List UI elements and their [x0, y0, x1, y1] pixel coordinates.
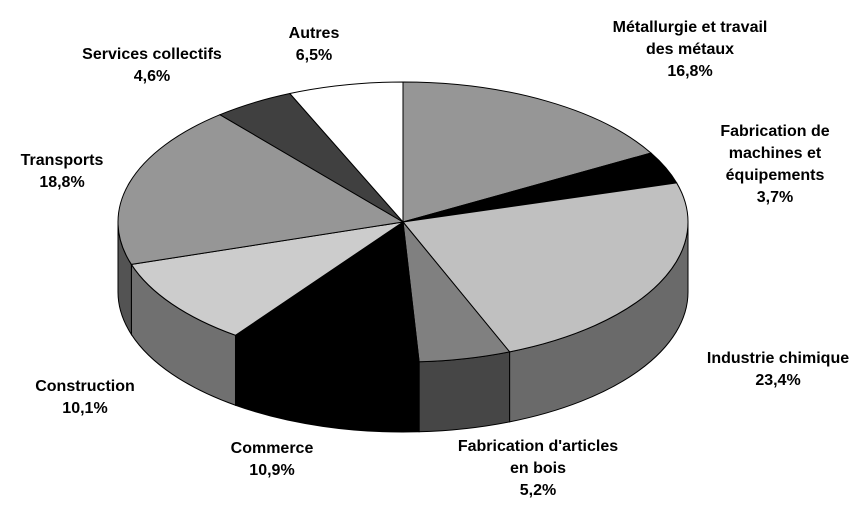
category-name: Fabrication de machines et équipements [720, 123, 830, 184]
slice-label: Autres 6,5% [289, 23, 340, 67]
slice [117, 114, 405, 265]
slice-side [418, 351, 511, 433]
slice-label: Fabrication de machines et équipements 3,… [708, 121, 843, 209]
value-label: 4,6% [133, 68, 171, 85]
value-label: 23,4% [755, 372, 801, 389]
slice-label: Construction 10,1% [35, 376, 135, 420]
slice-label: Commerce 10,9% [231, 438, 314, 482]
category-name: Autres [288, 25, 340, 42]
value-label: 16,8% [667, 63, 713, 80]
value-label: 10,9% [249, 462, 295, 479]
slice [288, 81, 404, 224]
category-name: Services collectifs [82, 46, 222, 63]
category-name: Fabrication d'articles en bois [457, 438, 619, 477]
category-name: Métallurgie et travail des métaux [612, 19, 768, 58]
value-label: 6,5% [295, 47, 333, 64]
slice [234, 221, 420, 363]
value-label: 3,7% [756, 189, 794, 206]
category-name: Industrie chimique [706, 350, 850, 367]
slice [402, 182, 689, 353]
value-label: 18,8% [39, 174, 85, 191]
value-label: 10,1% [62, 400, 108, 417]
slice-label: Métallurgie et travail des métaux 16,8% [600, 17, 780, 83]
slice-label: Fabrication d'articles en bois 5,2% [451, 436, 626, 502]
slice-label: Industrie chimique 23,4% [707, 348, 849, 392]
category-name: Commerce [230, 440, 314, 457]
slice-label: Services collectifs 4,6% [82, 44, 222, 88]
value-label: 5,2% [519, 482, 557, 499]
slice [402, 81, 653, 223]
category-name: Construction [35, 378, 135, 395]
category-name: Transports [20, 152, 104, 169]
slice-label: Transports 18,8% [21, 150, 104, 194]
slice [130, 221, 404, 336]
